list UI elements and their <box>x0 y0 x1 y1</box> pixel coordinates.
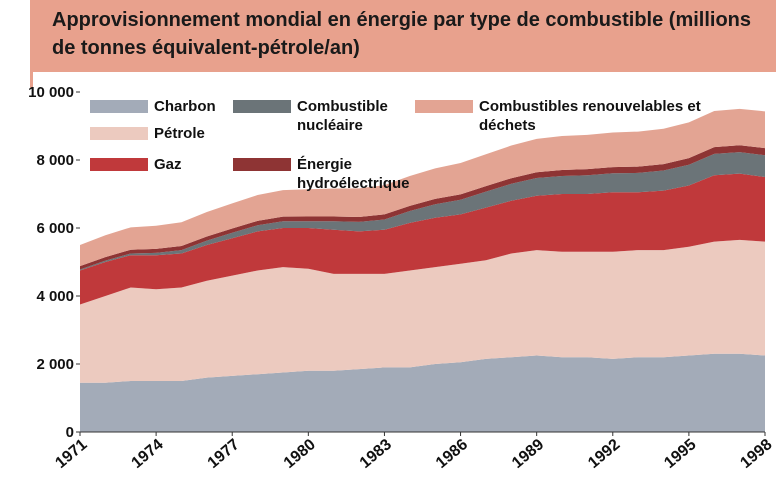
x-tick-label: 1989 <box>509 436 547 472</box>
legend-item: Combustible nucléaire <box>233 97 417 135</box>
legend-item: Pétrole <box>90 124 224 143</box>
area <box>80 108 765 267</box>
legend-label: Combustibles renouvelables et déchets <box>479 98 701 134</box>
area <box>80 152 765 271</box>
legend-item: Combustibles renouvelables et déchets <box>415 97 719 135</box>
area <box>80 353 765 432</box>
legend-label: Gaz <box>154 156 182 173</box>
area <box>80 239 765 383</box>
y-tick-label: 6 000 <box>36 220 74 237</box>
legend-label: Combustible nucléaire <box>297 98 388 134</box>
legend-item: Gaz <box>90 155 224 174</box>
y-tick-label: 10 000 <box>28 84 74 101</box>
legend-swatch <box>233 158 291 171</box>
legend-swatch <box>415 100 473 113</box>
x-tick-label: 1977 <box>205 436 243 472</box>
legend-item: Charbon <box>90 97 224 116</box>
y-tick-label: 4 000 <box>36 288 74 305</box>
area <box>80 145 765 270</box>
x-tick-label: 1986 <box>433 436 471 472</box>
x-tick-label: 1980 <box>281 436 319 472</box>
x-tick-label: 1974 <box>128 436 166 472</box>
legend-item: Énergie hydroélectrique <box>233 155 437 193</box>
legend-swatch <box>90 100 148 113</box>
y-tick-label: 8 000 <box>36 152 74 169</box>
title-bar-edge <box>30 72 33 88</box>
y-tick-label: 2 000 <box>36 356 74 373</box>
legend-label: Pétrole <box>154 125 205 142</box>
chart-title: Approvisionnement mondial en énergie par… <box>30 0 776 72</box>
legend-swatch <box>90 127 148 140</box>
x-tick-label: 1983 <box>357 436 395 472</box>
x-tick-label: 1971 <box>52 436 90 472</box>
x-tick-label: 1998 <box>737 436 775 472</box>
legend-label: Charbon <box>154 98 216 115</box>
area <box>80 173 765 305</box>
legend-swatch <box>90 158 148 171</box>
legend-swatch <box>233 100 291 113</box>
x-tick-label: 1995 <box>661 436 699 472</box>
x-tick-label: 1992 <box>585 436 623 472</box>
y-tick-label: 0 <box>66 424 74 441</box>
legend-label: Énergie hydroélectrique <box>297 156 410 192</box>
